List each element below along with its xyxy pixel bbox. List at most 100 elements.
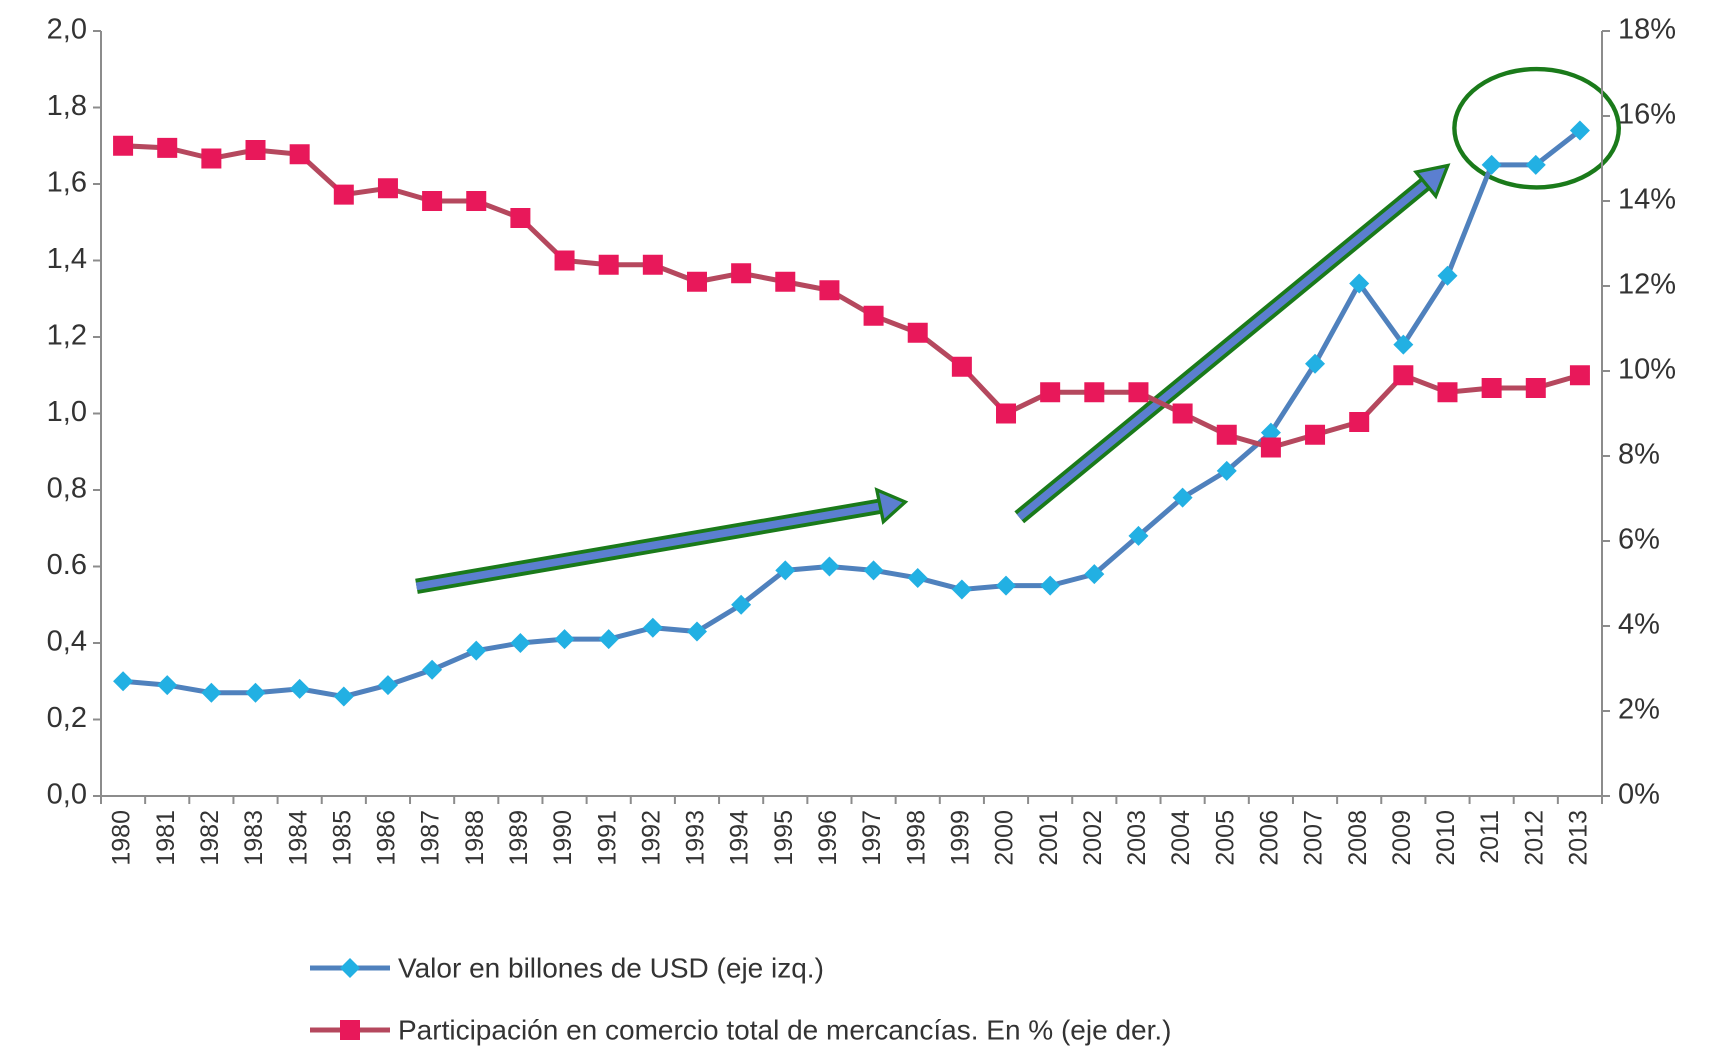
marker — [377, 675, 398, 696]
marker — [201, 148, 222, 169]
marker — [1525, 378, 1546, 398]
highlight-circle — [1452, 66, 1621, 190]
series-line — [122, 143, 1581, 451]
marker — [1084, 564, 1105, 585]
marker — [1481, 154, 1502, 175]
marker — [1393, 365, 1414, 386]
x-tick-label: 1989 — [505, 810, 533, 866]
marker — [1040, 382, 1061, 403]
x-tick-label: 1991 — [593, 810, 621, 866]
y2-tick-label: 8% — [1618, 439, 1660, 471]
x-tick-label: 1981 — [152, 810, 180, 866]
marker — [201, 682, 222, 703]
marker — [340, 958, 360, 978]
marker — [863, 305, 884, 326]
marker — [245, 140, 266, 160]
marker — [1172, 403, 1193, 424]
y-tick-label: 1,2 — [47, 320, 87, 352]
marker — [598, 254, 619, 275]
marker — [554, 250, 575, 271]
marker — [377, 178, 398, 199]
marker — [1349, 412, 1370, 432]
marker — [1216, 424, 1237, 445]
x-tick-label: 1984 — [284, 810, 312, 866]
marker — [157, 675, 178, 696]
x-tick-label: 1985 — [328, 810, 356, 866]
y2-tick-label: 4% — [1618, 609, 1660, 641]
marker — [1569, 120, 1590, 141]
x-tick-label: 2004 — [1167, 810, 1195, 866]
y-tick-label: 1,6 — [47, 167, 87, 199]
marker — [819, 556, 840, 577]
marker — [1437, 265, 1458, 286]
marker — [1172, 487, 1193, 508]
y-tick-label: 0,0 — [47, 779, 87, 811]
marker — [289, 144, 310, 165]
x-tick-label: 1999 — [946, 810, 974, 866]
x-tick-label: 2007 — [1300, 810, 1328, 866]
marker — [907, 567, 928, 588]
marker — [598, 629, 619, 650]
y2-tick-label: 14% — [1618, 184, 1676, 216]
marker — [1216, 460, 1237, 481]
x-tick-label: 1986 — [373, 810, 401, 866]
x-tick-label: 2001 — [1035, 810, 1063, 866]
y2-tick-label: 18% — [1618, 14, 1676, 46]
y2-tick-label: 12% — [1618, 269, 1676, 301]
y-tick-label: 1,0 — [47, 396, 87, 428]
marker — [333, 184, 354, 205]
marker — [1393, 334, 1414, 355]
marker — [1040, 575, 1061, 596]
x-tick-label: 1997 — [858, 810, 886, 866]
marker — [1305, 353, 1326, 374]
marker — [731, 263, 752, 284]
marker — [1525, 154, 1546, 175]
marker — [422, 191, 443, 211]
x-tick-label: 1993 — [682, 810, 710, 866]
y-tick-label: 0,8 — [47, 473, 87, 505]
marker — [554, 629, 575, 650]
marker — [113, 135, 134, 156]
marker — [466, 640, 487, 661]
marker — [951, 579, 972, 600]
marker — [1128, 525, 1149, 546]
x-tick-label: 2003 — [1123, 810, 1151, 866]
marker — [1128, 382, 1149, 403]
marker — [333, 686, 354, 707]
marker — [996, 403, 1017, 424]
x-tick-label: 2009 — [1388, 810, 1416, 866]
x-tick-label: 1996 — [814, 810, 842, 866]
marker — [863, 560, 884, 581]
x-tick-label: 2012 — [1520, 810, 1548, 866]
x-tick-label: 2006 — [1256, 810, 1284, 866]
marker — [731, 594, 752, 615]
marker — [1305, 424, 1326, 445]
y-tick-label: 2,0 — [47, 14, 87, 46]
marker — [686, 621, 707, 642]
marker — [819, 280, 840, 301]
x-tick-label: 1992 — [637, 810, 665, 866]
y2-tick-label: 10% — [1618, 354, 1676, 386]
marker — [510, 208, 531, 228]
y-tick-label: 0,2 — [47, 702, 87, 734]
x-tick-label: 1995 — [770, 810, 798, 866]
marker — [1084, 382, 1105, 403]
marker — [1260, 437, 1281, 458]
marker — [289, 678, 310, 699]
marker — [686, 271, 707, 292]
y-tick-label: 1,8 — [47, 90, 87, 122]
marker — [1481, 378, 1502, 398]
marker — [775, 271, 796, 292]
legend-label: Valor en billones de USD (eje izq.) — [398, 952, 824, 983]
marker — [422, 659, 443, 680]
marker — [245, 682, 266, 703]
x-tick-label: 2010 — [1432, 810, 1460, 866]
y2-tick-label: 6% — [1618, 524, 1660, 556]
y-tick-label: 1,4 — [47, 243, 87, 275]
x-tick-label: 1988 — [461, 810, 489, 866]
y2-tick-label: 2% — [1618, 694, 1660, 726]
x-tick-label: 2002 — [1079, 810, 1107, 866]
x-tick-label: 2000 — [991, 810, 1019, 866]
marker — [775, 560, 796, 581]
